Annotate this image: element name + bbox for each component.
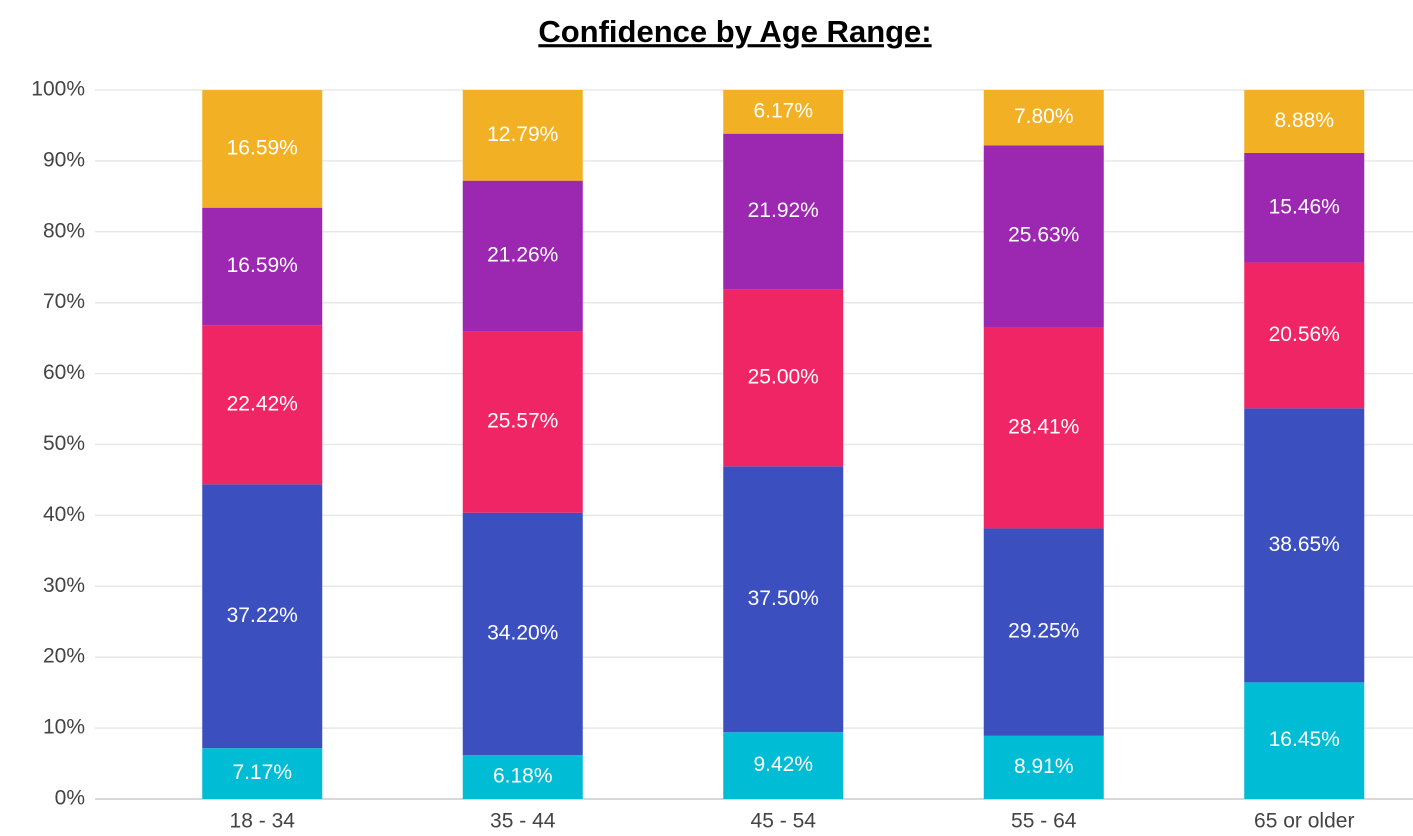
data-label: 16.45% xyxy=(1269,728,1340,751)
data-label: 38.65% xyxy=(1269,533,1340,556)
data-label: 6.17% xyxy=(753,99,813,122)
data-label: 7.17% xyxy=(232,761,292,784)
y-tick-label: 30% xyxy=(43,574,85,597)
y-tick-label: 0% xyxy=(55,787,85,810)
data-label: 34.20% xyxy=(487,621,558,644)
bar-segment xyxy=(983,90,1104,146)
bar-segment xyxy=(202,748,323,799)
bar-segment xyxy=(462,90,583,181)
data-label: 8.88% xyxy=(1274,109,1334,132)
bar-segment xyxy=(202,484,323,749)
x-tick-label: 35 - 44 xyxy=(490,810,556,833)
data-label: 25.63% xyxy=(1008,224,1079,247)
bar-segment xyxy=(723,133,844,290)
bar-segment xyxy=(1244,682,1365,799)
data-label: 6.18% xyxy=(493,765,553,788)
y-tick-label: 20% xyxy=(43,645,85,668)
data-label: 25.57% xyxy=(487,410,558,433)
data-label: 37.50% xyxy=(748,587,819,610)
bar-segment xyxy=(723,466,844,733)
bar-segment xyxy=(983,735,1104,799)
data-label: 21.92% xyxy=(748,199,819,222)
x-tick-label: 65 or older xyxy=(1254,810,1354,833)
bar-segment xyxy=(1244,152,1365,263)
bar-segment xyxy=(1244,90,1365,153)
x-tick-label: 18 - 34 xyxy=(230,810,296,833)
y-tick-label: 70% xyxy=(43,290,85,313)
data-label: 25.00% xyxy=(748,365,819,388)
bar-segment xyxy=(723,732,844,799)
bar-segment xyxy=(1244,408,1365,683)
data-label: 16.59% xyxy=(227,136,298,159)
data-label: 12.79% xyxy=(487,123,558,146)
bar-segment xyxy=(723,89,844,134)
chart-title: Confidence by Age Range: xyxy=(538,14,931,49)
bar-segment xyxy=(983,145,1104,328)
data-label: 22.42% xyxy=(227,392,298,415)
bar-segment xyxy=(723,289,844,467)
bar-segment xyxy=(983,528,1104,736)
data-label: 29.25% xyxy=(1008,620,1079,643)
bar-segment xyxy=(202,325,323,485)
bar-segment xyxy=(202,207,323,326)
bar-segment xyxy=(462,512,583,756)
y-tick-label: 10% xyxy=(43,716,85,739)
y-tick-label: 60% xyxy=(43,361,85,384)
bar-segment xyxy=(462,180,583,332)
data-label: 28.41% xyxy=(1008,415,1079,438)
y-tick-label: 40% xyxy=(43,503,85,526)
data-label: 21.26% xyxy=(487,244,558,267)
data-label: 7.80% xyxy=(1014,105,1074,128)
bar-segment xyxy=(202,90,323,208)
data-label: 8.91% xyxy=(1014,755,1074,778)
data-label: 16.59% xyxy=(227,254,298,277)
bar-segment xyxy=(462,331,583,513)
data-label: 9.42% xyxy=(753,753,813,776)
x-tick-label: 45 - 54 xyxy=(751,810,817,833)
y-tick-label: 80% xyxy=(43,219,85,242)
y-tick-label: 90% xyxy=(43,148,85,171)
x-tick-label: 55 - 64 xyxy=(1011,810,1077,833)
y-tick-label: 100% xyxy=(31,78,85,101)
bar-segment xyxy=(1244,262,1365,409)
y-tick-label: 50% xyxy=(43,432,85,455)
data-label: 37.22% xyxy=(227,604,298,627)
bar-segment xyxy=(983,327,1104,529)
bar-segment xyxy=(462,755,583,799)
data-label: 20.56% xyxy=(1269,323,1340,346)
data-label: 15.46% xyxy=(1269,195,1340,218)
